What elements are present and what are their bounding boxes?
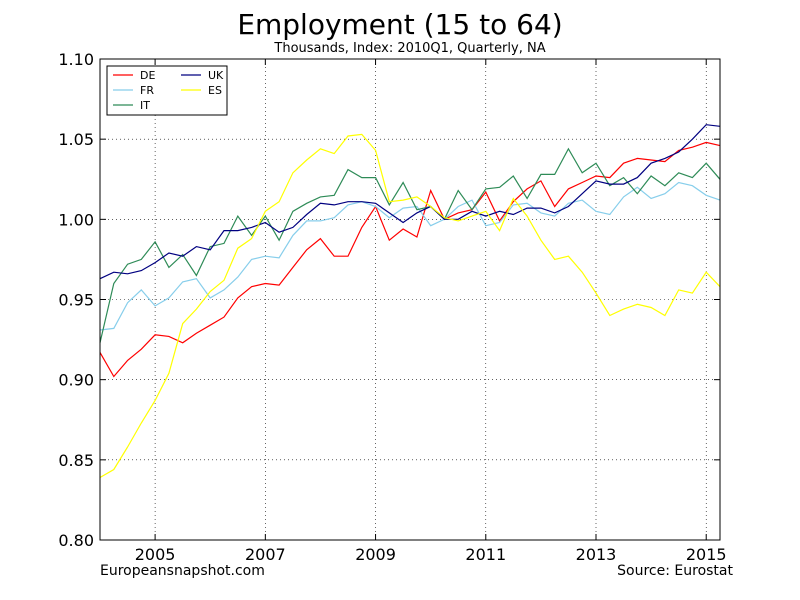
y-tick-label: 1.00 xyxy=(58,210,94,229)
legend: DE FR IT UK ES xyxy=(106,65,228,116)
y-tick-label: 0.85 xyxy=(58,451,94,470)
series-line-es xyxy=(99,133,721,479)
y-tick-label: 0.95 xyxy=(58,291,94,310)
legend-label-de: DE xyxy=(140,69,155,82)
series-layer xyxy=(99,124,721,479)
x-tick-label: 2007 xyxy=(245,545,286,564)
legend-label-es: ES xyxy=(208,84,222,97)
y-tick-label: 1.10 xyxy=(58,50,94,69)
x-tick-label: 2015 xyxy=(686,545,727,564)
series-line-fr xyxy=(99,181,721,331)
footer-source-site: Europeansnapshot.com xyxy=(100,563,265,579)
series-line-de xyxy=(99,141,721,378)
x-tick-label: 2011 xyxy=(465,545,506,564)
legend-label-it: IT xyxy=(140,99,150,112)
y-tick-label: 1.05 xyxy=(58,130,94,149)
footer-source: Source: Eurostat xyxy=(617,563,733,579)
ticks-layer: 2005 2007 2009 2011 2013 2015 0.80 0.85 0.90 0.95… xyxy=(58,50,726,564)
chart-subtitle: Thousands, Index: 2010Q1, Quarterly, NA xyxy=(273,41,545,56)
legend-label-fr: FR xyxy=(140,84,154,97)
chart-title: Employment (15 to 64) xyxy=(237,8,562,41)
series-line-uk xyxy=(99,124,721,280)
x-tick-label: 2005 xyxy=(135,545,176,564)
grid-layer xyxy=(100,58,720,541)
x-tick-label: 2009 xyxy=(355,545,396,564)
legend-label-uk: UK xyxy=(208,69,224,82)
series-line-it xyxy=(99,147,721,343)
y-tick-label: 0.80 xyxy=(58,531,94,550)
y-tick-label: 0.90 xyxy=(58,371,94,390)
x-tick-label: 2013 xyxy=(576,545,617,564)
